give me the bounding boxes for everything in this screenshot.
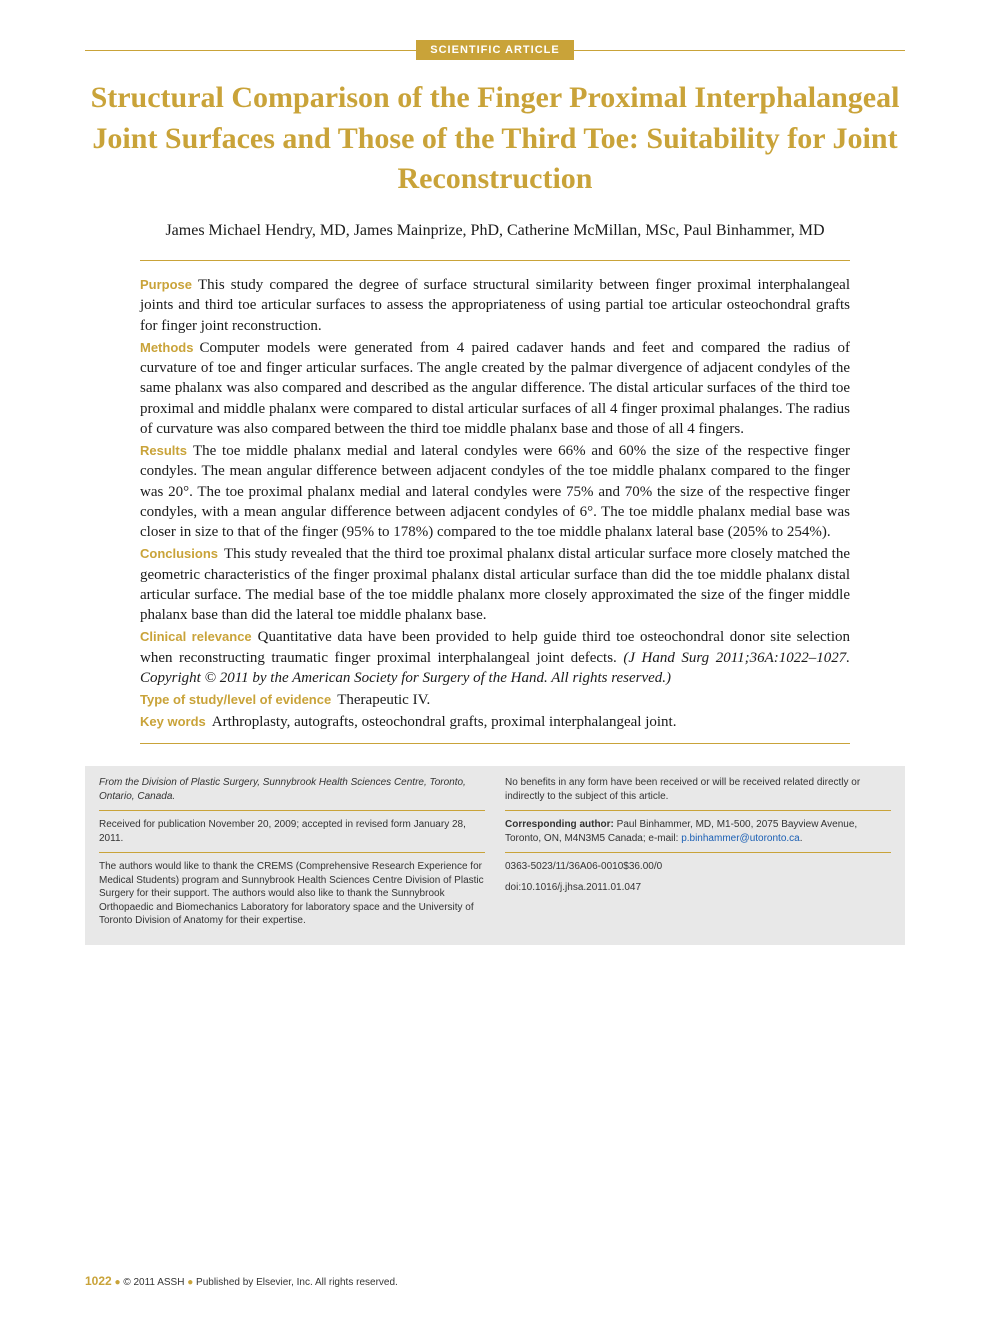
footer-divider <box>505 852 891 853</box>
footer-divider <box>99 810 485 811</box>
separator-dot: ● <box>114 1277 123 1288</box>
keywords-text: Arthroplasty, autografts, osteochondral … <box>212 714 677 730</box>
methods-text: Computer models were generated from 4 pa… <box>140 340 850 437</box>
results-label: Results <box>140 443 187 458</box>
corresponding-author: Corresponding author: Paul Binhammer, MD… <box>505 818 891 845</box>
article-type-badge: SCIENTIFIC ARTICLE <box>416 40 573 60</box>
author-list: James Michael Hendry, MD, James Mainpriz… <box>85 222 905 240</box>
page-footer: 1022 ● © 2011 ASSH ● Published by Elsevi… <box>85 1274 398 1288</box>
clinical-label: Clinical relevance <box>140 629 252 644</box>
acknowledgments-text: The authors would like to thank the CREM… <box>99 860 485 928</box>
page-number: 1022 <box>85 1274 112 1288</box>
footer-left-column: From the Division of Plastic Surgery, Su… <box>99 776 485 935</box>
issn-text: 0363-5023/11/36A06-0010$36.00/0 <box>505 860 891 874</box>
abstract-results: ResultsThe toe middle phalanx medial and… <box>140 441 850 542</box>
received-text: Received for publication November 20, 20… <box>99 818 485 845</box>
methods-label: Methods <box>140 340 193 355</box>
evidence-label: Type of study/level of evidence <box>140 692 331 707</box>
footer-divider <box>505 810 891 811</box>
footer-right-column: No benefits in any form have been receiv… <box>505 776 891 935</box>
benefits-statement: No benefits in any form have been receiv… <box>505 776 891 803</box>
badge-rule-right <box>574 50 905 51</box>
abstract-clinical: Clinical relevanceQuantitative data have… <box>140 627 850 688</box>
doi-text: doi:10.1016/j.jhsa.2011.01.047 <box>505 881 891 895</box>
article-type-badge-row: SCIENTIFIC ARTICLE <box>85 40 905 60</box>
affiliation-text: From the Division of Plastic Surgery, Su… <box>99 776 485 803</box>
results-text: The toe middle phalanx medial and latera… <box>140 443 850 540</box>
abstract-block: PurposeThis study compared the degree of… <box>140 275 850 733</box>
divider-top <box>140 260 850 262</box>
conclusions-text: This study revealed that the third toe p… <box>140 546 850 623</box>
affiliation-footer: From the Division of Plastic Surgery, Su… <box>85 766 905 945</box>
abstract-conclusions: ConclusionsThis study revealed that the … <box>140 544 850 625</box>
author-email-link[interactable]: p.binhammer@utoronto.ca <box>681 833 800 844</box>
conclusions-label: Conclusions <box>140 546 218 561</box>
badge-rule-left <box>85 50 416 51</box>
keywords-label: Key words <box>140 714 206 729</box>
abstract-methods: MethodsComputer models were generated fr… <box>140 338 850 439</box>
footer-divider <box>99 852 485 853</box>
divider-bottom <box>140 743 850 745</box>
separator-dot: ● <box>187 1277 196 1288</box>
corresponding-label: Corresponding author: <box>505 819 614 830</box>
publisher-text: Published by Elsevier, Inc. All rights r… <box>196 1277 398 1288</box>
purpose-label: Purpose <box>140 277 192 292</box>
purpose-text: This study compared the degree of surfac… <box>140 277 850 334</box>
article-title: Structural Comparison of the Finger Prox… <box>85 78 905 200</box>
abstract-evidence: Type of study/level of evidence Therapeut… <box>140 690 850 710</box>
abstract-keywords: Key words Arthroplasty, autografts, osteo… <box>140 712 850 732</box>
abstract-purpose: PurposeThis study compared the degree of… <box>140 275 850 336</box>
evidence-text: Therapeutic IV. <box>337 692 430 708</box>
copyright-text: © 2011 ASSH <box>123 1277 184 1288</box>
